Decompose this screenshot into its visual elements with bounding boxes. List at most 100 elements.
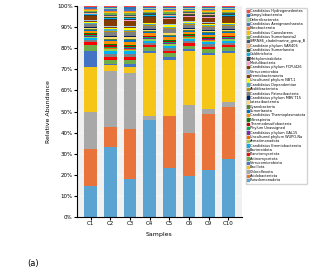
- Bar: [222, 51, 235, 53]
- Bar: [143, 11, 156, 13]
- Bar: [183, 29, 195, 30]
- Bar: [163, 15, 176, 16]
- Bar: [143, 120, 156, 217]
- Bar: [202, 31, 215, 32]
- Bar: [163, 42, 176, 43]
- Bar: [143, 39, 156, 41]
- Bar: [104, 71, 117, 126]
- Bar: [202, 33, 215, 35]
- Bar: [163, 29, 176, 33]
- Bar: [104, 8, 117, 9]
- Bar: [183, 51, 195, 105]
- Bar: [222, 39, 235, 41]
- X-axis label: Samples: Samples: [146, 232, 173, 237]
- Bar: [163, 60, 176, 116]
- Bar: [222, 6, 235, 7]
- Bar: [104, 27, 117, 28]
- Bar: [84, 14, 97, 15]
- Bar: [84, 51, 97, 67]
- Bar: [202, 30, 215, 31]
- Bar: [183, 35, 195, 36]
- Bar: [183, 31, 195, 32]
- Bar: [222, 24, 235, 25]
- Bar: [202, 53, 215, 55]
- Bar: [104, 41, 117, 44]
- Bar: [124, 54, 136, 57]
- Bar: [163, 43, 176, 44]
- Bar: [222, 33, 235, 36]
- Bar: [222, 31, 235, 32]
- Bar: [183, 28, 195, 29]
- Bar: [84, 45, 97, 51]
- Bar: [124, 48, 136, 49]
- Bar: [84, 28, 97, 29]
- Bar: [222, 53, 235, 102]
- Bar: [124, 15, 136, 16]
- Bar: [202, 22, 215, 23]
- Bar: [143, 47, 156, 51]
- Bar: [163, 53, 176, 57]
- Bar: [143, 23, 156, 24]
- Bar: [202, 13, 215, 14]
- Bar: [163, 16, 176, 17]
- Bar: [222, 47, 235, 51]
- Bar: [104, 12, 117, 13]
- Bar: [163, 33, 176, 35]
- Bar: [124, 30, 136, 31]
- Bar: [104, 54, 117, 57]
- Bar: [143, 14, 156, 15]
- Bar: [143, 116, 156, 120]
- Bar: [124, 50, 136, 51]
- Bar: [222, 107, 235, 159]
- Bar: [163, 18, 176, 19]
- Bar: [143, 22, 156, 23]
- Bar: [183, 39, 195, 41]
- Bar: [202, 12, 215, 13]
- Bar: [143, 32, 156, 33]
- Bar: [202, 41, 215, 42]
- Bar: [202, 170, 215, 217]
- Bar: [163, 17, 176, 18]
- Bar: [163, 24, 176, 25]
- Bar: [104, 36, 117, 37]
- Bar: [143, 53, 156, 116]
- Bar: [84, 67, 97, 112]
- Bar: [84, 8, 97, 10]
- Bar: [104, 57, 117, 60]
- Bar: [124, 39, 136, 40]
- Bar: [222, 13, 235, 14]
- Bar: [163, 36, 176, 37]
- Bar: [84, 12, 97, 13]
- Bar: [124, 47, 136, 48]
- Bar: [183, 21, 195, 22]
- Bar: [163, 168, 176, 217]
- Bar: [163, 37, 176, 40]
- Legend: Candidatus Hydrogenedentes, Campylobacterota, Deferribacterota, Candidatus Aenig: Candidatus Hydrogenedentes, Campylobacte…: [246, 8, 307, 184]
- Bar: [124, 67, 136, 73]
- Bar: [104, 65, 117, 71]
- Bar: [202, 23, 215, 24]
- Bar: [124, 26, 136, 27]
- Bar: [104, 45, 117, 47]
- Bar: [183, 105, 195, 133]
- Bar: [104, 51, 117, 54]
- Bar: [104, 28, 117, 29]
- Bar: [104, 147, 117, 217]
- Bar: [104, 40, 117, 41]
- Bar: [202, 55, 215, 109]
- Bar: [202, 35, 215, 37]
- Bar: [84, 41, 97, 42]
- Bar: [124, 37, 136, 39]
- Bar: [202, 24, 215, 25]
- Bar: [124, 10, 136, 11]
- Bar: [104, 48, 117, 49]
- Bar: [84, 42, 97, 45]
- Bar: [183, 15, 195, 16]
- Bar: [124, 45, 136, 47]
- Bar: [163, 41, 176, 42]
- Bar: [222, 16, 235, 17]
- Bar: [163, 27, 176, 28]
- Bar: [143, 17, 156, 22]
- Bar: [183, 37, 195, 38]
- Bar: [104, 47, 117, 48]
